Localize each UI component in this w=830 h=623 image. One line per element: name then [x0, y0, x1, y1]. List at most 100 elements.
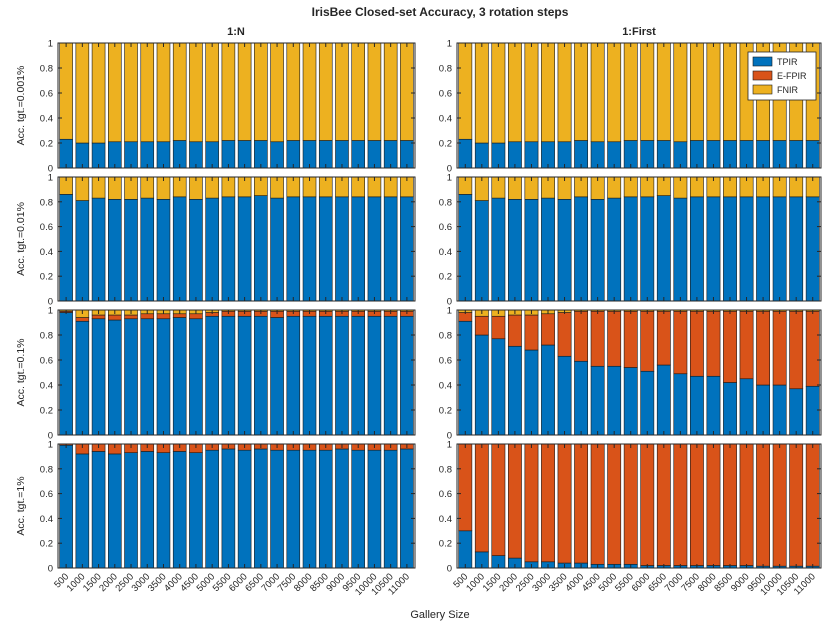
bar-tpir-1500 — [91, 318, 106, 436]
bar-tpir-3000 — [140, 451, 155, 569]
y-tick-label: 1 — [48, 173, 53, 184]
bar-e-fpir-7500 — [689, 310, 704, 377]
bar-fnir-500 — [59, 42, 73, 140]
bar-tpir-9500 — [351, 140, 365, 169]
bar-fnir-7000 — [673, 42, 688, 143]
y-axis-label-row-2: Acc. tgt.=0.1% — [15, 339, 27, 407]
y-tick-label: 1 — [48, 306, 53, 317]
bar-tpir-11000 — [400, 448, 414, 569]
y-tick-label: 1 — [48, 39, 53, 50]
bar-tpir-9500 — [756, 384, 771, 436]
panel-r0-c0: 0 0.2 0.4 0.6 0.8 1 Acc. tgt.=0.001% — [15, 39, 416, 175]
bar-tpir-5000 — [205, 449, 219, 569]
bar-fnir-7000 — [270, 42, 284, 143]
bar-tpir-3000 — [140, 318, 155, 436]
y-tick-label: 0.6 — [40, 89, 53, 100]
bar-tpir-6500 — [656, 195, 671, 302]
y-tick-label: 0.4 — [439, 514, 452, 525]
bar-tpir-7000 — [673, 197, 688, 302]
bar-e-fpir-3000 — [541, 313, 555, 346]
bar-fnir-3500 — [557, 42, 572, 143]
y-tick-label: 0.8 — [40, 197, 53, 208]
bar-tpir-8500 — [318, 196, 333, 302]
bar-fnir-10500 — [383, 42, 398, 141]
bar-tpir-10000 — [772, 140, 787, 169]
bar-fnir-8500 — [723, 42, 737, 141]
bar-tpir-9000 — [739, 378, 754, 436]
bar-tpir-5500 — [221, 315, 236, 436]
bar-tpir-10000 — [772, 384, 787, 436]
y-tick-label: 0 — [447, 297, 452, 308]
bar-tpir-11000 — [805, 140, 820, 169]
bar-tpir-6500 — [656, 140, 671, 169]
bar-tpir-7000 — [270, 317, 284, 436]
bar-tpir-10500 — [383, 315, 398, 436]
y-tick-label: 0.6 — [439, 356, 452, 367]
bar-tpir-2000 — [507, 199, 522, 302]
bar-tpir-1000 — [75, 200, 90, 302]
bar-tpir-5500 — [221, 196, 236, 302]
bar-fnir-3500 — [156, 42, 171, 143]
bar-tpir-8500 — [723, 382, 737, 436]
y-tick-label: 1 — [447, 173, 452, 184]
bar-fnir-4500 — [590, 42, 605, 143]
bar-tpir-500 — [458, 194, 473, 302]
bar-tpir-4500 — [189, 452, 203, 569]
bar-fnir-4000 — [172, 42, 187, 141]
bar-tpir-6000 — [237, 196, 252, 302]
bar-tpir-3500 — [156, 452, 171, 569]
y-tick-label: 0.8 — [40, 64, 53, 75]
bar-fnir-1000 — [75, 42, 90, 144]
bar-e-fpir-9500 — [756, 310, 771, 386]
figure-title: IrisBee Closed-set Accuracy, 3 rotation … — [312, 5, 569, 19]
bar-tpir-10500 — [789, 388, 804, 436]
bar-fnir-3000 — [541, 42, 555, 143]
bar-tpir-500 — [458, 138, 473, 169]
bar-e-fpir-3500 — [557, 312, 572, 357]
bar-tpir-10000 — [772, 196, 787, 302]
bar-tpir-500 — [59, 194, 73, 302]
bar-fnir-8000 — [302, 42, 317, 141]
bar-tpir-4000 — [172, 140, 187, 169]
bar-tpir-9500 — [351, 196, 365, 302]
bar-tpir-8500 — [723, 140, 737, 169]
bar-tpir-1500 — [491, 197, 506, 302]
bar-tpir-1500 — [91, 451, 106, 569]
bar-tpir-10500 — [789, 140, 804, 169]
y-tick-label: 0.2 — [439, 272, 452, 283]
bar-tpir-9000 — [335, 448, 349, 569]
bar-tpir-1000 — [474, 334, 489, 436]
bar-tpir-5500 — [221, 140, 236, 169]
bar-tpir-6000 — [640, 196, 655, 302]
bar-tpir-2500 — [524, 349, 539, 436]
y-tick-label: 0.4 — [439, 381, 452, 392]
y-tick-label: 1 — [48, 440, 53, 451]
bar-tpir-500 — [458, 320, 473, 436]
bar-tpir-7500 — [689, 375, 704, 436]
bar-e-fpir-4000 — [172, 313, 187, 318]
column-title-1-n: 1:N — [227, 26, 245, 38]
bar-e-fpir-9000 — [739, 310, 754, 380]
bar-tpir-6000 — [237, 449, 252, 569]
bar-tpir-9000 — [335, 196, 349, 302]
bar-tpir-11000 — [400, 140, 414, 169]
y-tick-label: 0.2 — [40, 139, 53, 150]
bar-tpir-8000 — [302, 140, 317, 169]
legend-swatch-tpir — [752, 56, 773, 67]
y-tick-label: 1 — [447, 39, 452, 50]
bar-fnir-2500 — [124, 42, 138, 143]
x-axis-label: Gallery Size — [410, 609, 469, 621]
panel-r1-c1: 0 0.2 0.4 0.6 0.8 1 — [439, 173, 822, 308]
bar-tpir-1000 — [75, 453, 90, 569]
bar-tpir-9500 — [351, 315, 365, 436]
bar-e-fpir-3000 — [140, 313, 155, 320]
bar-tpir-10000 — [367, 449, 382, 569]
bar-tpir-9500 — [351, 449, 365, 569]
legend-swatch-fnir — [752, 84, 773, 95]
bar-e-fpir-1500 — [491, 443, 506, 556]
bar-fnir-9000 — [335, 42, 349, 141]
bar-tpir-5000 — [607, 365, 622, 436]
bar-tpir-3000 — [541, 197, 555, 302]
bar-e-fpir-4500 — [189, 313, 203, 320]
y-tick-label: 0 — [447, 564, 452, 575]
